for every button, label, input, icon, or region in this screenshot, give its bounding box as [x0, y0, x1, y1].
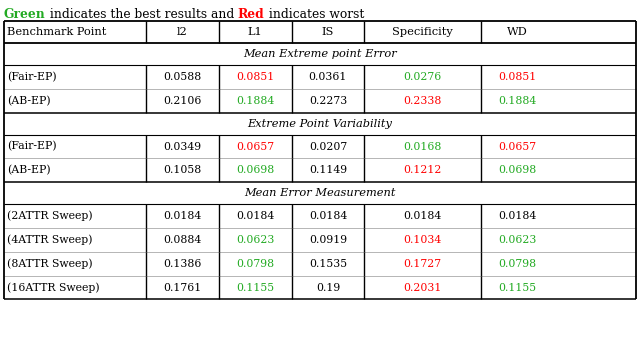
Text: 0.0657: 0.0657 — [499, 142, 536, 151]
Text: indicates worst: indicates worst — [264, 8, 364, 21]
Text: WD: WD — [507, 27, 528, 37]
Text: (AB-EP): (AB-EP) — [7, 96, 51, 106]
Text: 0.0168: 0.0168 — [403, 142, 442, 151]
Text: (AB-EP): (AB-EP) — [7, 165, 51, 175]
Text: 0.0798: 0.0798 — [236, 259, 275, 269]
Text: Green: Green — [4, 8, 45, 21]
Text: 0.1884: 0.1884 — [499, 96, 536, 106]
Text: 0.0361: 0.0361 — [308, 72, 347, 82]
Text: 0.0623: 0.0623 — [499, 235, 537, 245]
Text: (Fair-EP): (Fair-EP) — [7, 72, 56, 82]
Text: 0.1761: 0.1761 — [163, 283, 202, 292]
Text: 0.1155: 0.1155 — [236, 283, 275, 292]
Text: Extreme Point Variability: Extreme Point Variability — [248, 119, 392, 128]
Text: 0.0623: 0.0623 — [236, 235, 275, 245]
Text: (16ATTR Sweep): (16ATTR Sweep) — [7, 282, 100, 293]
Text: 0.1149: 0.1149 — [309, 165, 347, 175]
Text: 0.0851: 0.0851 — [499, 72, 536, 82]
Text: 0.0851: 0.0851 — [236, 72, 275, 82]
Text: 0.2338: 0.2338 — [403, 96, 442, 106]
Text: 0.1212: 0.1212 — [403, 165, 442, 175]
Text: 0.0184: 0.0184 — [236, 211, 275, 221]
Text: 0.1386: 0.1386 — [163, 259, 202, 269]
Text: 0.0349: 0.0349 — [163, 142, 202, 151]
Text: (Fair-EP): (Fair-EP) — [7, 141, 56, 152]
Text: 0.0698: 0.0698 — [499, 165, 536, 175]
Text: 0.1155: 0.1155 — [499, 283, 536, 292]
Text: 0.2031: 0.2031 — [403, 283, 442, 292]
Text: 0.0207: 0.0207 — [308, 142, 347, 151]
Text: 0.1034: 0.1034 — [404, 235, 442, 245]
Text: 0.1535: 0.1535 — [309, 259, 347, 269]
Text: 0.0276: 0.0276 — [404, 72, 442, 82]
Text: Mean Extreme point Error: Mean Extreme point Error — [243, 49, 397, 59]
Text: 0.19: 0.19 — [316, 283, 340, 292]
Text: l2: l2 — [177, 27, 188, 37]
Text: indicates the best results and: indicates the best results and — [45, 8, 238, 21]
Text: 0.1058: 0.1058 — [163, 165, 202, 175]
Text: IS: IS — [322, 27, 334, 37]
Text: 0.0184: 0.0184 — [499, 211, 536, 221]
Text: 0.1727: 0.1727 — [404, 259, 442, 269]
Text: (4ATTR Sweep): (4ATTR Sweep) — [7, 235, 93, 245]
Text: Red: Red — [238, 8, 264, 21]
Text: Specificity: Specificity — [392, 27, 453, 37]
Text: 0.2273: 0.2273 — [308, 96, 347, 106]
Text: L1: L1 — [248, 27, 262, 37]
Text: Benchmark Point: Benchmark Point — [7, 27, 106, 37]
Text: 0.0184: 0.0184 — [404, 211, 442, 221]
Text: (8ATTR Sweep): (8ATTR Sweep) — [7, 259, 93, 269]
Text: 0.0588: 0.0588 — [163, 72, 202, 82]
Text: (2ATTR Sweep): (2ATTR Sweep) — [7, 211, 93, 221]
Text: 0.0798: 0.0798 — [499, 259, 536, 269]
Text: 0.0919: 0.0919 — [309, 235, 347, 245]
Text: 0.2106: 0.2106 — [163, 96, 202, 106]
Text: 0.0657: 0.0657 — [236, 142, 275, 151]
Text: 0.0698: 0.0698 — [236, 165, 275, 175]
Text: 0.0184: 0.0184 — [163, 211, 202, 221]
Text: 0.0884: 0.0884 — [163, 235, 202, 245]
Text: 0.0184: 0.0184 — [308, 211, 347, 221]
Text: 0.1884: 0.1884 — [236, 96, 275, 106]
Text: Mean Error Measurement: Mean Error Measurement — [244, 188, 396, 198]
